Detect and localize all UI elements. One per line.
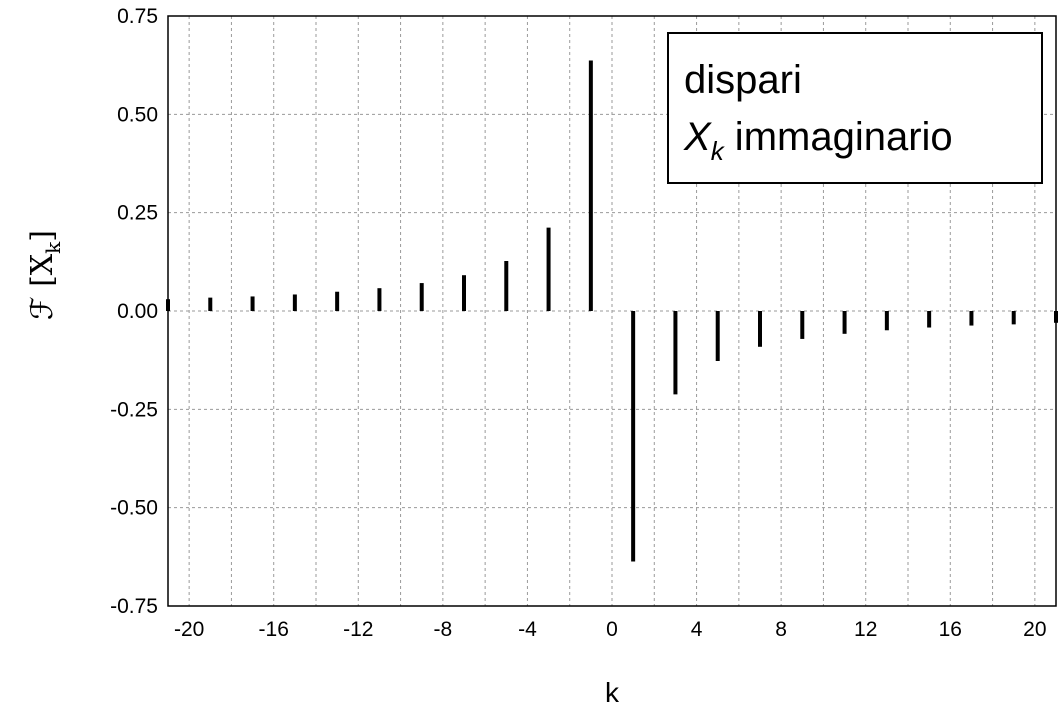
x-tick-label: -16 — [259, 618, 289, 641]
y-tick-label: 0.25 — [117, 202, 158, 225]
y-axis-title-close: ] — [25, 230, 60, 242]
x-tick-label: -8 — [434, 618, 453, 641]
y-tick-labels: 0.75 0.50 0.25 0.00 -0.25 -0.50 -0.75 — [110, 5, 158, 618]
bar-series — [166, 60, 1058, 562]
x-tick-labels: -20 -16 -12 -8 -4 0 4 8 12 16 20 — [174, 618, 1047, 641]
y-axis-title-sub: k — [41, 241, 65, 254]
x-tick-label: 8 — [775, 618, 787, 641]
plot-frame — [167, 15, 1057, 607]
y-tick-label: 0.00 — [117, 300, 158, 323]
x-tick-label: -4 — [518, 618, 537, 641]
legend-rest: immaginario — [724, 115, 953, 159]
x-tick-label: 4 — [691, 618, 703, 641]
legend-var: X — [683, 115, 712, 159]
y-tick-label: 0.50 — [117, 103, 158, 126]
x-tick-label: 12 — [854, 618, 877, 641]
y-tick-label: 0.75 — [117, 5, 158, 28]
y-tick-label: -0.50 — [110, 497, 158, 520]
legend-var-sub: k — [711, 136, 726, 166]
legend-line-1: dispari — [684, 58, 802, 102]
x-tick-label: -12 — [343, 618, 373, 641]
legend-line-2: Xk immaginario — [683, 115, 953, 166]
y-axis-title: ℱ [Xk] — [25, 230, 65, 320]
svg-text:ℱ [Xk]: ℱ [Xk] — [25, 230, 65, 320]
legend: dispari Xk immaginario — [667, 32, 1043, 184]
x-tick-label: 0 — [606, 618, 618, 641]
legend-box — [667, 32, 1043, 184]
x-tick-label: 20 — [1023, 618, 1046, 641]
y-tick-label: -0.75 — [110, 595, 158, 618]
x-tick-label: -20 — [174, 618, 204, 641]
x-tick-label: 16 — [939, 618, 962, 641]
y-tick-label: -0.25 — [110, 398, 158, 421]
y-axis-title-main: ℱ [X — [25, 253, 60, 320]
x-axis-title: k — [605, 677, 620, 708]
